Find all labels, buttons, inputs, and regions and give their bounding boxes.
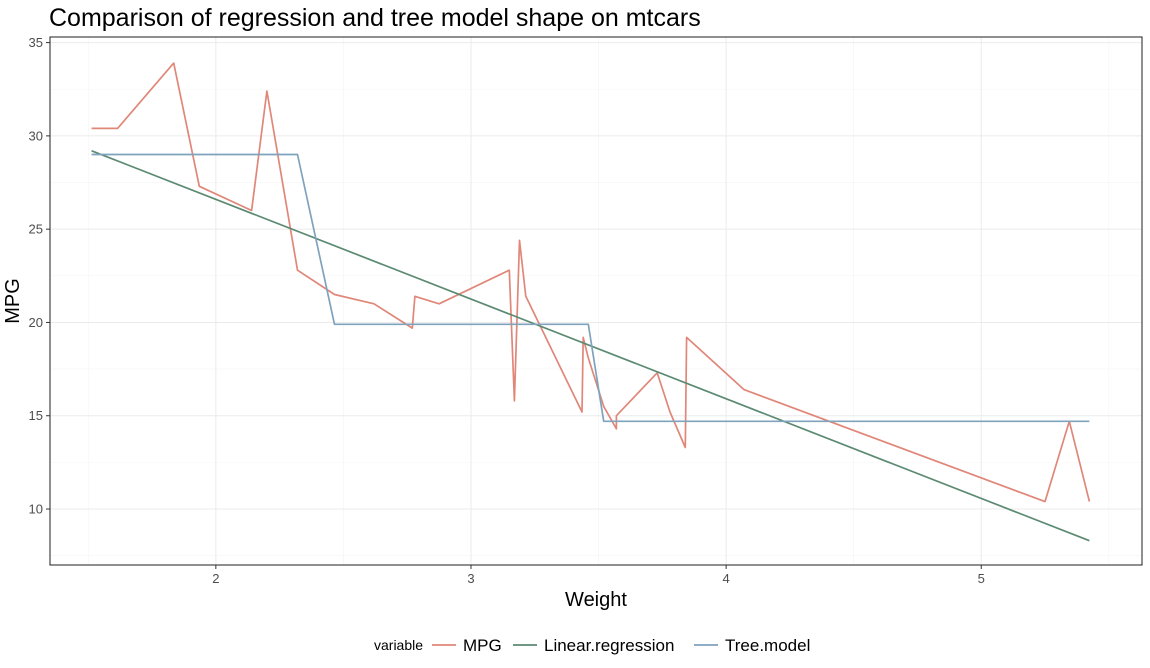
axis-ticks: 2 3 4 5 10 15 20 25 30 35: [29, 35, 985, 586]
legend-label-linear-regression: Linear.regression: [544, 636, 674, 655]
x-axis-title: Weight: [565, 589, 627, 611]
y-tick-label: 10: [29, 502, 43, 517]
y-axis-title: MPG: [2, 278, 24, 324]
series-line-tree-model: [91, 153, 1090, 423]
y-tick-label: 20: [29, 315, 43, 330]
legend: variable MPG Linear.regression Tree.model: [374, 636, 810, 655]
x-tick-label: 3: [467, 571, 474, 586]
legend-title: variable: [374, 637, 423, 653]
y-tick-label: 15: [29, 408, 43, 423]
x-tick-label: 5: [978, 571, 985, 586]
y-tick-label: 35: [29, 35, 43, 50]
legend-label-mpg: MPG: [463, 636, 502, 655]
plot-panel-border: [49, 36, 1143, 566]
x-tick-label: 4: [723, 571, 730, 586]
series-line-linear-regression: [91, 150, 1090, 542]
chart-title: Comparison of regression and tree model …: [49, 4, 701, 32]
y-tick-label: 30: [29, 128, 43, 143]
y-tick-label: 25: [29, 222, 43, 237]
x-tick-label: 2: [212, 571, 219, 586]
legend-label-tree-model: Tree.model: [725, 636, 810, 655]
series-lines: [91, 62, 1091, 542]
grid: [50, 37, 1142, 565]
series-line-mpg: [91, 62, 1091, 503]
